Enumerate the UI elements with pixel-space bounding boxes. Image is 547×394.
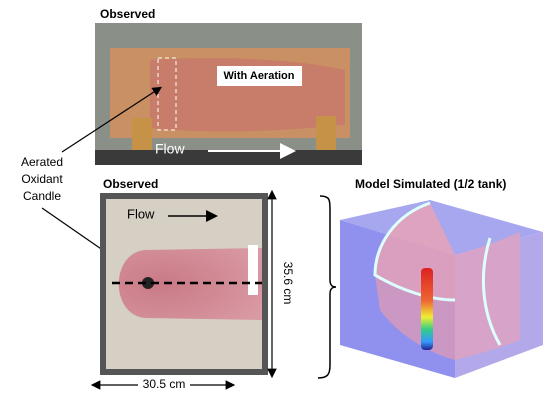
height-label: 35.6 cm [281,262,295,305]
flow-label: Flow [127,206,155,221]
bottom-panel: Observed Flow 35.6 cm 30.5 cm [98,177,295,392]
width-label: 30.5 cm [143,377,186,391]
callout-line: Oxidant [21,172,63,186]
panel-title: Model Simulated (1/2 tank) [355,177,506,191]
top-panel: Observed With Aeration Flow [95,7,362,165]
flow-label: Flow [155,141,185,157]
bracket [318,196,336,378]
candle [421,268,433,350]
callout-line: Aerated [21,155,63,169]
inset-label: With Aeration [224,70,295,82]
port [248,245,258,295]
panel-title: Observed [100,7,155,21]
model-panel: Model Simulated (1/2 tank) [318,177,543,378]
panel-title: Observed [103,177,158,191]
figure: Observed With Aeration Flow Aerated Oxid… [0,0,547,394]
callout-line: Candle [23,189,61,203]
bench [95,150,362,165]
